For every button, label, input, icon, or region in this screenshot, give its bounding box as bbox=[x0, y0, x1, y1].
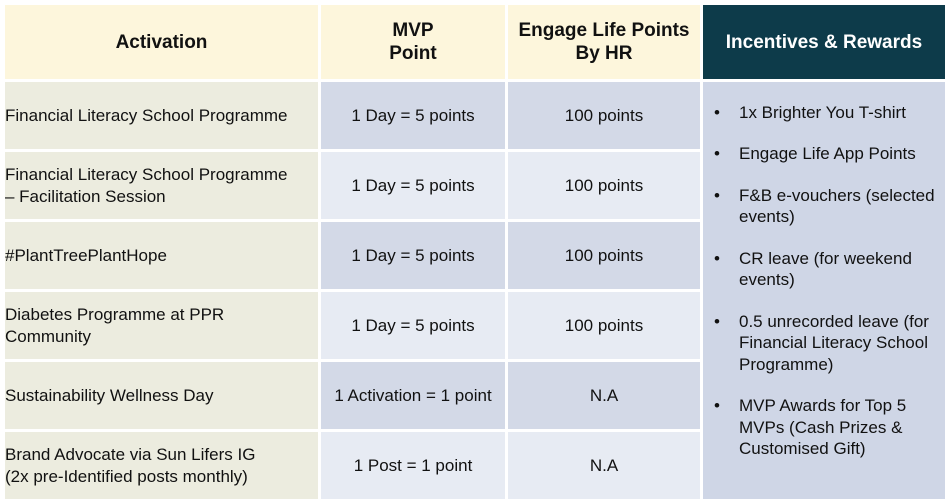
activation-cell: Diabetes Programme at PPR Community bbox=[5, 292, 318, 359]
bullet-icon: • bbox=[714, 311, 720, 331]
reward-text: Financial Literacy School bbox=[739, 333, 928, 352]
reward-item: • MVP Awards for Top 5 MVPs (Cash Prizes &… bbox=[711, 395, 937, 460]
reward-text: MVP Awards for Top 5 bbox=[739, 396, 907, 415]
activation-text: Financial Literacy School Programme bbox=[5, 105, 288, 125]
activation-cell: Financial Literacy School Programme – Fac… bbox=[5, 152, 318, 219]
reward-text: Programme) bbox=[739, 354, 834, 374]
activation-text: Sustainability Wellness Day bbox=[5, 385, 214, 405]
activation-text: Community bbox=[5, 326, 91, 346]
reward-text: events) bbox=[739, 207, 795, 226]
reward-text: 1x Brighter You T-shirt bbox=[739, 102, 906, 122]
reward-item: • 1x Brighter You T-shirt bbox=[711, 102, 937, 124]
table-row: Brand Advocate via Sun Lifers IG (2x pre-… bbox=[5, 432, 945, 499]
header-activation: Activation bbox=[5, 5, 318, 79]
reward-item: • 0.5 unrecorded leave (for Financial Lite… bbox=[711, 311, 937, 376]
bullet-icon: • bbox=[714, 102, 720, 122]
engage-points-cell: 100 points bbox=[508, 222, 700, 289]
mvp-point-cell: 1 Day = 5 points bbox=[321, 82, 505, 149]
incentives-list-cell: • 1x Brighter You T-shirt • Engage Life Ap… bbox=[703, 82, 945, 499]
activation-cell: Sustainability Wellness Day bbox=[5, 362, 318, 429]
reward-item: • Engage Life App Points bbox=[711, 143, 937, 165]
table-row: Financial Literacy School Programme 1 Da… bbox=[5, 82, 945, 499]
mvp-point-cell: 1 Day = 5 points bbox=[321, 292, 505, 359]
mvp-point-cell: 1 Post = 1 point bbox=[321, 432, 505, 499]
header-mvp-line1: MVP bbox=[392, 20, 434, 41]
header-mvp-line2: Point bbox=[389, 43, 437, 64]
activation-cell: Financial Literacy School Programme bbox=[5, 82, 318, 149]
header-mvp-point: MVP Point bbox=[321, 5, 505, 79]
mvp-point-cell: 1 Day = 5 points bbox=[321, 222, 505, 289]
reward-item: • F&B e-vouchers (selected events) bbox=[711, 185, 937, 228]
header-engage-line2: By HR bbox=[575, 43, 633, 64]
reward-item: • CR leave (for weekend events) bbox=[711, 248, 937, 291]
engage-points-cell: 100 points bbox=[508, 152, 700, 219]
header-engage-line1: Engage Life Points bbox=[518, 20, 690, 41]
table-row: Financial Literacy School Programme – Fac… bbox=[5, 152, 945, 219]
activation-text: Diabetes Programme at PPR bbox=[5, 304, 225, 324]
header-incentives-rewards: Incentives & Rewards bbox=[703, 5, 945, 79]
reward-text: MVPs (Cash Prizes & bbox=[739, 417, 903, 437]
header-activation-label: Activation bbox=[115, 31, 208, 53]
header-incentives-label: Incentives & Rewards bbox=[725, 31, 923, 53]
activation-text: (2x pre-Identified posts monthly) bbox=[5, 466, 248, 486]
engage-points-cell: 100 points bbox=[508, 82, 700, 149]
reward-text: events) bbox=[739, 270, 795, 289]
mvp-point-cell: 1 Activation = 1 point bbox=[321, 362, 505, 429]
reward-text: CR leave (for weekend bbox=[739, 248, 912, 268]
bullet-icon: • bbox=[714, 396, 720, 415]
bullet-icon: • bbox=[714, 248, 720, 268]
reward-text: F&B e-vouchers (selected bbox=[739, 185, 935, 205]
engage-points-cell: N.A bbox=[508, 432, 700, 499]
engage-points-cell: N.A bbox=[508, 362, 700, 429]
header-engage-life-points: Engage Life Points By HR bbox=[508, 5, 700, 79]
bullet-icon: • bbox=[714, 185, 720, 205]
table-row: Diabetes Programme at PPR Community 1 Day… bbox=[5, 292, 945, 359]
activation-cell: #PlantTreePlantHope bbox=[5, 222, 318, 289]
activation-text: Financial Literacy School Programme bbox=[5, 164, 288, 184]
activation-cell: Brand Advocate via Sun Lifers IG (2x pre-… bbox=[5, 432, 318, 499]
reward-text: Customised Gift) bbox=[739, 439, 866, 458]
table-row: #PlantTreePlantHope 1 Day = 5 points 100… bbox=[5, 222, 945, 289]
activation-text: #PlantTreePlantHope bbox=[5, 245, 167, 265]
reward-text: 0.5 unrecorded leave (for bbox=[739, 311, 929, 331]
activation-text: Brand Advocate via Sun Lifers IG bbox=[5, 444, 256, 464]
rewards-list: • 1x Brighter You T-shirt • Engage Life Ap… bbox=[703, 102, 945, 460]
engage-points-cell: 100 points bbox=[508, 292, 700, 359]
table-row: Sustainability Wellness Day 1 Activation… bbox=[5, 362, 945, 429]
header-row: Activation MVP Point Engage Life Points … bbox=[5, 5, 945, 79]
mvp-point-cell: 1 Day = 5 points bbox=[321, 152, 505, 219]
activation-text: – Facilitation Session bbox=[5, 186, 166, 206]
reward-text: Engage Life App Points bbox=[739, 144, 916, 163]
bullet-icon: • bbox=[714, 144, 720, 163]
